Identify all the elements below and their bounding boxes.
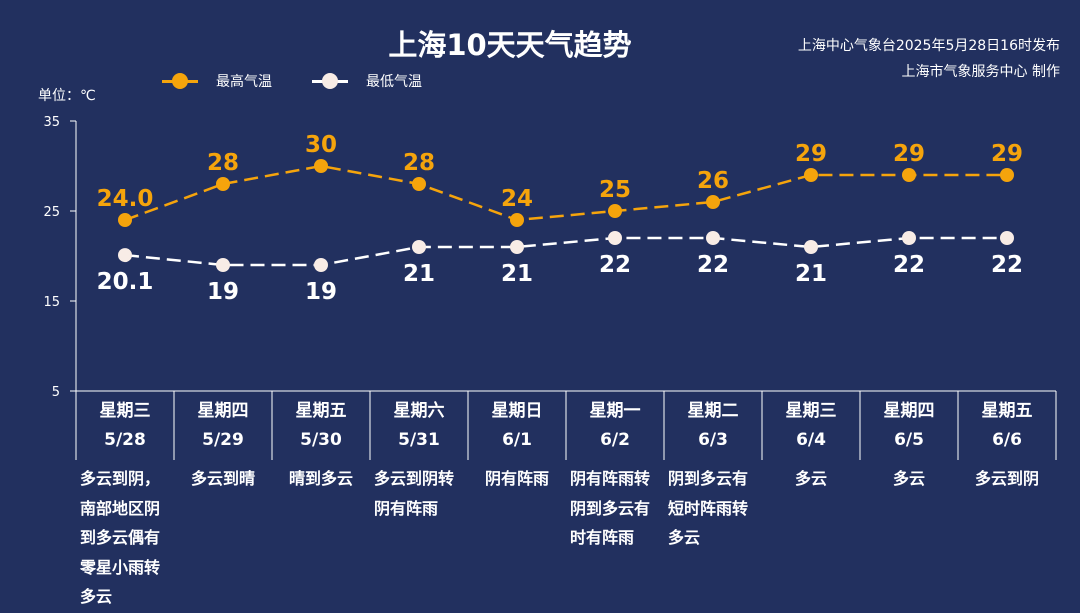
data-label-high: 26 [697, 168, 729, 194]
weekday-label: 星期四 [883, 401, 935, 421]
weekday-label: 星期五 [295, 401, 347, 421]
date-label: 6/4 [796, 430, 826, 450]
y-tick-label: 5 [52, 385, 60, 400]
day-header: 星期日 6/1 [468, 392, 566, 460]
legend-low-label: 最低气温 [366, 74, 422, 90]
day-header: 星期三 5/28 [76, 392, 174, 460]
date-label: 6/1 [502, 430, 532, 450]
data-label-high: 29 [991, 141, 1023, 167]
weather-description: 多云到阴，南部地区阴到多云偶有零星小雨转多云 [80, 469, 161, 606]
data-label-high: 29 [893, 141, 925, 167]
data-point-high [706, 195, 720, 209]
date-label: 5/29 [202, 430, 244, 450]
data-label-low: 21 [403, 261, 435, 287]
day-header: 星期五 5/30 [272, 392, 370, 460]
legend-low-marker [312, 72, 348, 90]
legend-high-marker [162, 72, 198, 90]
day-header: 星期四 5/29 [174, 392, 272, 460]
date-label: 6/3 [698, 430, 728, 450]
chart-title: 上海10天天气趋势 [388, 28, 632, 62]
data-point-low [510, 240, 524, 254]
data-label-low: 22 [697, 252, 729, 278]
legend-low: 最低气温 [312, 72, 422, 90]
data-point-high [314, 159, 328, 173]
weather-description: 多云到阴转阴有阵雨 [374, 469, 455, 518]
series-line-high [124, 164, 1007, 222]
data-label-high: 28 [207, 150, 239, 176]
data-point-high [608, 204, 622, 218]
weather-description: 多云 [892, 469, 925, 488]
weekday-label: 星期一 [589, 401, 641, 421]
data-label-high: 30 [305, 132, 337, 158]
data-point-low [412, 240, 426, 254]
day-header: 星期一 6/2 [566, 392, 664, 460]
day-header: 星期四 6/5 [860, 392, 958, 460]
date-label: 6/2 [600, 430, 630, 450]
weekday-label: 星期二 [687, 401, 739, 421]
weather-description: 阴有阵雨 [484, 469, 549, 488]
data-label-high: 29 [795, 141, 827, 167]
data-label-low: 22 [599, 252, 631, 278]
data-label-high: 24 [501, 186, 533, 212]
weekday-label: 星期三 [785, 401, 837, 421]
data-point-low [216, 258, 230, 272]
data-label-low: 19 [207, 279, 239, 305]
data-point-high [510, 213, 524, 227]
weather-description: 多云 [794, 469, 827, 488]
data-point-high [902, 168, 916, 182]
data-point-high [412, 177, 426, 191]
weekday-label: 星期六 [393, 401, 445, 421]
weather-description: 阴到多云有短时阵雨转多云 [668, 469, 749, 547]
data-point-low [118, 248, 132, 263]
unit-label: 单位：℃ [38, 88, 96, 104]
data-point-low [314, 258, 328, 272]
data-label-low: 21 [795, 261, 827, 287]
date-label: 6/6 [992, 430, 1022, 450]
weekday-label: 星期日 [491, 401, 543, 421]
data-point-low [804, 240, 818, 254]
data-label-low: 22 [991, 252, 1023, 278]
day-header: 星期三 6/4 [762, 392, 860, 460]
data-label-low: 20.1 [97, 269, 154, 295]
day-header: 星期五 6/6 [958, 392, 1056, 460]
day-header: 星期二 6/3 [664, 392, 762, 460]
y-tick-label: 15 [43, 295, 60, 310]
data-point-high [118, 213, 132, 227]
date-label: 5/28 [104, 430, 146, 450]
series-line-low [124, 236, 1007, 267]
issuer-line-1: 上海中心气象台2025年5月28日16时发布 [797, 38, 1060, 54]
data-label-high: 25 [599, 177, 631, 203]
date-label: 5/30 [300, 430, 342, 450]
weather-description: 多云到晴 [190, 469, 255, 488]
legend-high: 最高气温 [162, 72, 272, 90]
data-point-low [706, 231, 720, 245]
weather-description: 阴有阵雨转阴到多云有时有阵雨 [570, 469, 651, 547]
data-point-low [902, 231, 916, 245]
data-label-low: 19 [305, 279, 337, 305]
issuer-line-2: 上海市气象服务中心 制作 [901, 64, 1060, 80]
data-point-low [1000, 231, 1014, 245]
legend-high-label: 最高气温 [216, 74, 272, 90]
weather-description: 多云到阴 [974, 469, 1039, 488]
data-point-low [608, 231, 622, 245]
data-point-high [1000, 168, 1014, 182]
data-label-high: 28 [403, 150, 435, 176]
weekday-label: 星期五 [981, 401, 1033, 421]
date-label: 6/5 [894, 430, 924, 450]
y-tick-label: 25 [43, 205, 60, 220]
weekday-label: 星期四 [197, 401, 249, 421]
data-label-low: 22 [893, 252, 925, 278]
day-header: 星期六 5/31 [370, 392, 468, 460]
data-label-high: 24.0 [97, 186, 154, 212]
data-label-low: 21 [501, 261, 533, 287]
data-point-high [216, 177, 230, 191]
weather-description: 晴到多云 [288, 469, 353, 488]
data-point-high [804, 168, 818, 182]
weekday-label: 星期三 [99, 401, 151, 421]
y-tick-label: 35 [43, 115, 60, 130]
date-label: 5/31 [398, 430, 440, 450]
